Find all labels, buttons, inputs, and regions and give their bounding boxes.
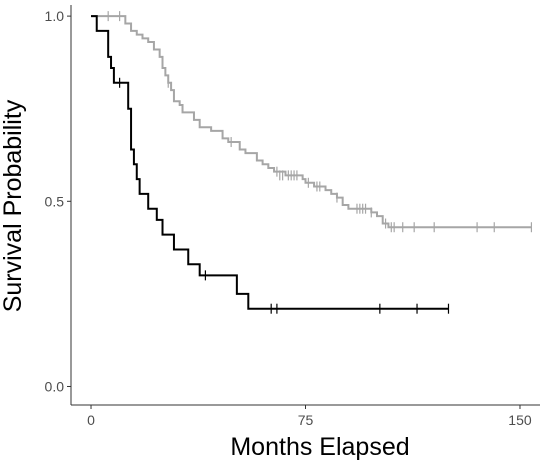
y-tick-label: 0.0 [45,378,65,394]
x-tick-label: 150 [508,412,532,428]
survival-series-1 [91,15,450,314]
survival-curve-0 [91,15,532,229]
x-tick-label: 0 [87,412,95,428]
x-tick-label: 75 [298,412,314,428]
plot-area [91,11,533,314]
y-tick-label: 0.5 [45,193,65,209]
x-axis-title: Months Elapsed [230,433,409,461]
survival-curve-1 [91,15,449,310]
y-tick-label: 1.0 [45,8,65,24]
y-axis-title: Survival Probability [0,99,27,312]
y-ticks: 0.0 0.5 1.0 [45,8,71,394]
survival-series-0 [91,11,533,233]
x-ticks: 0 75 150 [87,405,532,428]
